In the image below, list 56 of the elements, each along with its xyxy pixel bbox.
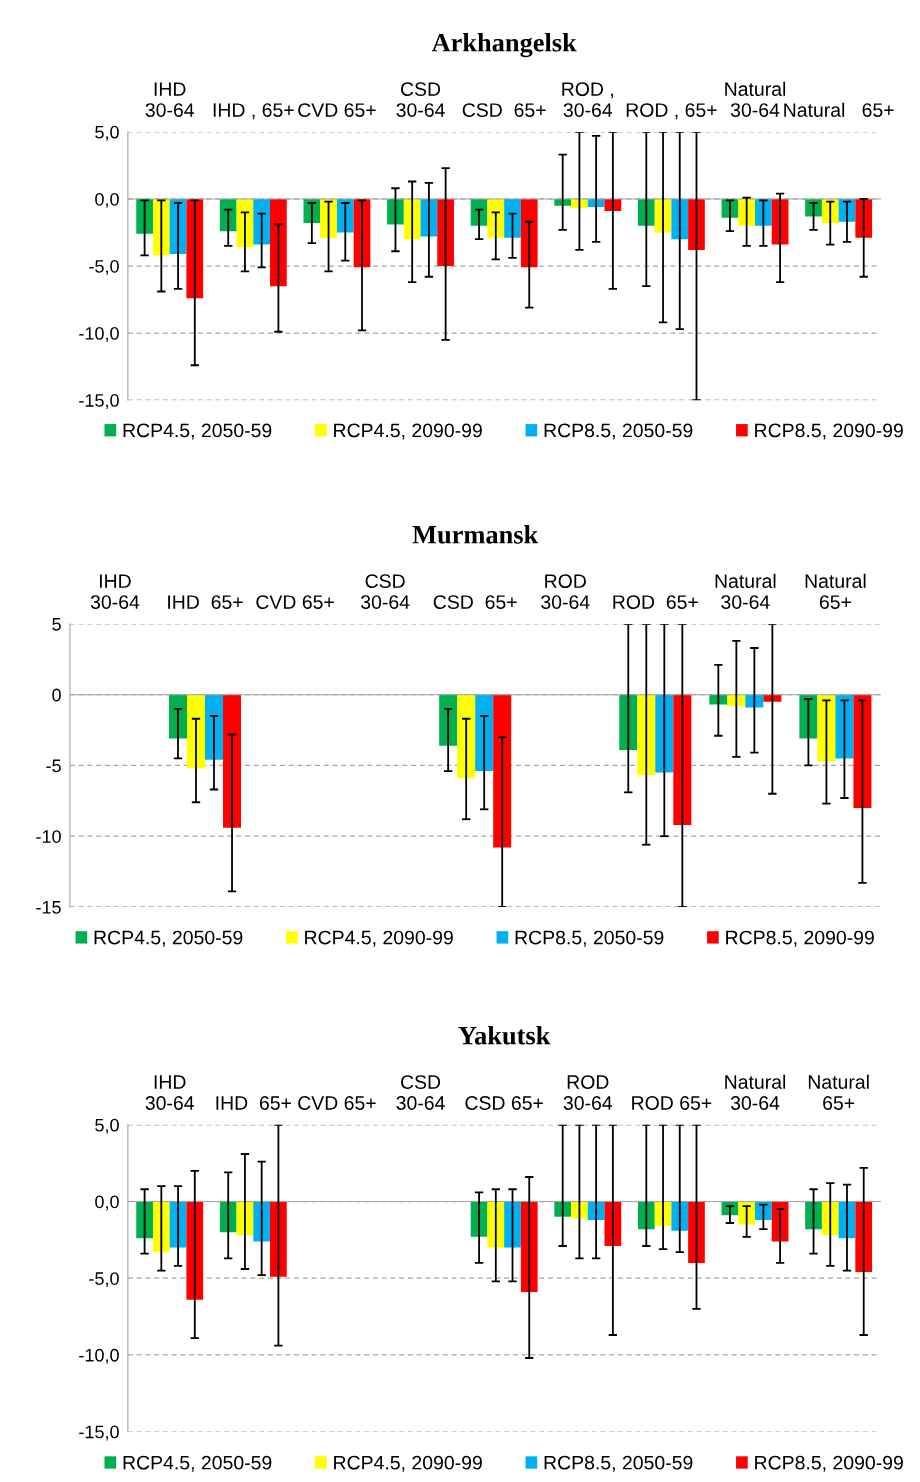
x-tick-label: IHD 65+ <box>216 1096 291 1110</box>
x-tick-label: ROD 30-64 <box>563 1075 613 1110</box>
y-tick-label: -15 <box>36 901 61 914</box>
chart-title: Arkhangelsk <box>431 33 577 58</box>
y-tick-label: 0 <box>52 688 61 702</box>
x-tick-label: Natural 65+ <box>784 102 894 117</box>
x-tick-label: IHD 65+ <box>168 595 243 609</box>
y-tick-label: -10,0 <box>79 327 119 342</box>
legend-label: RCP4.5, 2090-99 <box>334 423 482 440</box>
legend-label: RCP8.5, 2050-59 <box>544 1455 693 1472</box>
y-tick-label: -15,0 <box>79 1425 119 1441</box>
x-tick-label: Natural 65+ <box>805 573 866 609</box>
x-tick-label: CSD 30-64 <box>396 1075 445 1110</box>
legend-label: RCP8.5, 2090-99 <box>726 930 874 947</box>
y-tick-label: 0,0 <box>95 1195 119 1211</box>
legend-label: RCP4.5, 2050-59 <box>123 423 272 440</box>
y-tick-label: 5,0 <box>95 125 119 141</box>
y-tick-label: 5 <box>52 618 61 631</box>
x-tick-label: CSD 65+ <box>433 595 517 609</box>
y-tick-label: -10 <box>36 830 61 843</box>
x-tick-label: ROD 65+ <box>613 595 698 609</box>
x-tick-label: ROD , 65+ <box>626 103 717 120</box>
legend-label: RCP4.5, 2090-99 <box>305 930 453 947</box>
x-tick-label: CSD 30-64 <box>396 82 445 117</box>
legend-label: RCP8.5, 2090-99 <box>755 1455 903 1472</box>
y-tick-label: -10,0 <box>79 1348 119 1364</box>
x-tick-label: Natural 30-64 <box>715 573 776 609</box>
x-tick-label: CVD 65+ <box>298 1096 376 1110</box>
y-tick-label: 5,0 <box>95 1118 119 1134</box>
x-tick-label: ROD 30-64 <box>541 574 590 609</box>
x-tick-label: IHD 30-64 <box>145 82 194 117</box>
legend-label: RCP8.5, 2050-59 <box>515 930 664 947</box>
y-tick-label: -5,0 <box>89 1272 119 1288</box>
x-tick-label: CSD 65+ <box>465 1096 543 1110</box>
x-tick-label: ROD 65+ <box>632 1096 712 1110</box>
chart-title: Yakutsk <box>458 1025 551 1045</box>
x-tick-label: IHD , 65+ <box>213 103 294 120</box>
y-tick-label: -15,0 <box>79 394 119 409</box>
y-tick-label: 0,0 <box>95 192 119 208</box>
x-tick-label: IHD 30-64 <box>90 574 140 609</box>
x-tick-label: CSD 30-64 <box>361 574 410 609</box>
legend-label: RCP4.5, 2050-59 <box>94 930 243 947</box>
x-tick-label: Natural 65+ <box>808 1074 869 1110</box>
chart-title: Murmansk <box>412 525 539 544</box>
y-tick-label: -5,0 <box>89 259 119 275</box>
x-tick-label: CSD 65+ <box>462 103 546 117</box>
x-tick-label: CVD 65+ <box>256 595 334 609</box>
x-tick-label: Natural 30-64 <box>725 1074 786 1110</box>
legend-label: RCP8.5, 2090-99 <box>755 423 903 440</box>
legend-label: RCP4.5, 2050-59 <box>123 1455 272 1472</box>
x-tick-label: ROD , 30-64 <box>562 82 614 117</box>
x-tick-label: IHD 30-64 <box>145 1075 194 1110</box>
x-tick-label: CVD 65+ <box>298 103 376 117</box>
legend-label: RCP4.5, 2090-99 <box>334 1455 482 1472</box>
y-tick-label: -5 <box>46 759 61 773</box>
legend-label: RCP8.5, 2050-59 <box>544 423 693 440</box>
